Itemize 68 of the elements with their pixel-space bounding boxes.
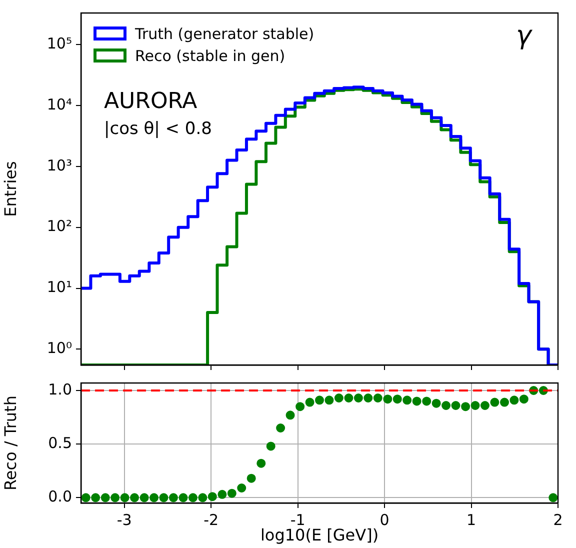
point: [412, 396, 422, 406]
y-axis-title: Entries: [0, 161, 20, 217]
point: [208, 492, 217, 502]
point: [227, 488, 236, 498]
legend-label: Reco (stable in gen): [135, 47, 286, 65]
y-tick-label: 10²: [46, 217, 72, 236]
point: [383, 394, 392, 404]
x-tick-label: -2: [204, 510, 219, 529]
annotation: γ: [516, 21, 533, 51]
point: [480, 401, 490, 410]
annotation: |cos θ| < 0.8: [104, 119, 212, 139]
point: [510, 396, 519, 405]
point: [500, 398, 509, 407]
point: [130, 493, 140, 502]
point: [218, 490, 227, 499]
point: [168, 493, 178, 502]
point: [178, 493, 188, 502]
point: [315, 396, 324, 405]
point: [120, 493, 130, 502]
point: [81, 493, 90, 502]
x-tick-label: 0: [380, 510, 390, 529]
x-tick-label: 1: [466, 510, 476, 529]
point: [461, 402, 470, 412]
point: [266, 442, 276, 451]
point: [519, 394, 528, 404]
point: [188, 493, 198, 502]
point: [451, 401, 460, 410]
x-tick-label: -3: [116, 510, 132, 529]
point: [354, 394, 363, 402]
y-tick-label: 10⁵: [46, 34, 72, 52]
point: [490, 398, 500, 407]
point: [548, 493, 558, 502]
legend-label: Truth (generator stable): [134, 25, 314, 43]
y-tick-label: 0.0: [48, 488, 72, 506]
point: [246, 474, 256, 483]
point: [344, 394, 354, 402]
y-axis-title: Reco / Truth: [0, 396, 20, 490]
y-tick-label: 10⁴: [46, 95, 72, 114]
point: [392, 394, 402, 404]
point: [470, 401, 480, 410]
y-tick-label: 10¹: [46, 278, 72, 296]
point: [256, 458, 266, 468]
point: [324, 396, 334, 405]
point: [159, 493, 168, 502]
point: [140, 493, 149, 502]
point: [296, 402, 305, 412]
point: [100, 493, 110, 502]
point: [432, 398, 441, 408]
point: [334, 394, 344, 402]
point: [402, 396, 412, 405]
point: [276, 424, 286, 432]
point: [237, 484, 246, 492]
point: [442, 401, 451, 410]
point: [373, 394, 382, 402]
y-tick-label: 10⁰: [46, 339, 72, 358]
point: [91, 493, 100, 502]
point: [422, 396, 432, 406]
point: [110, 493, 120, 502]
point: [286, 410, 295, 420]
y-tick-label: 0.5: [48, 434, 72, 452]
annotation: AURORA: [104, 89, 198, 114]
point: [150, 493, 159, 502]
point: [198, 493, 208, 502]
x-tick-label: 2: [553, 510, 563, 529]
point: [305, 398, 314, 407]
point: [364, 394, 373, 402]
y-tick-label: 10³: [46, 156, 72, 174]
y-tick-label: 1.0: [48, 380, 72, 398]
